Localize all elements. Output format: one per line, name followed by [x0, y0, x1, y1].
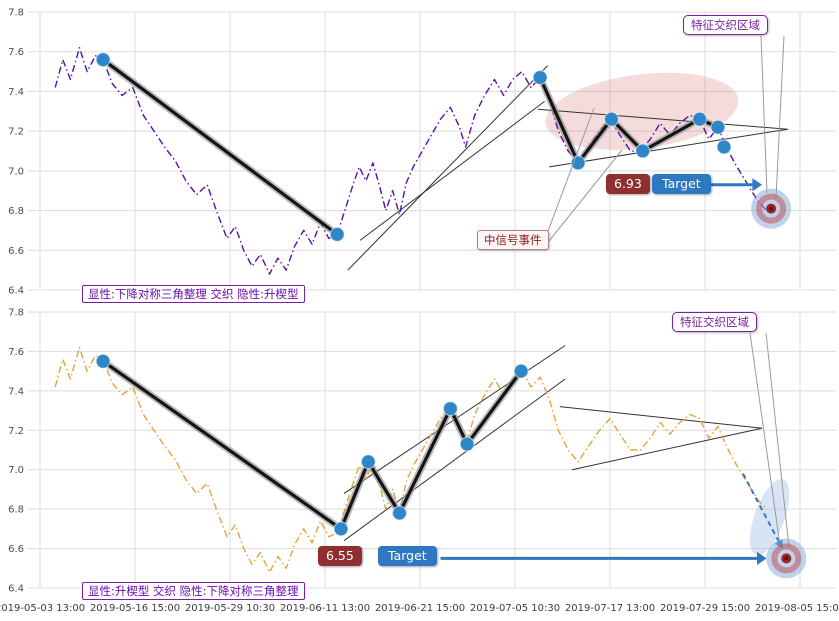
pivot-marker [329, 226, 345, 242]
pivot-marker [635, 143, 651, 159]
y-tick-label: 7.8 [8, 308, 24, 319]
mid-signal-event-label: 中信号事件 [477, 230, 549, 251]
y-tick-label: 7.6 [8, 47, 24, 58]
pivot-marker [391, 505, 408, 521]
pivot-marker [442, 400, 458, 417]
pivot-marker [95, 353, 111, 369]
price-line [54, 346, 768, 573]
pivot-marker [459, 436, 475, 452]
y-tick-label: 7.0 [8, 166, 24, 177]
pivot-marker [95, 52, 111, 68]
target-zone-dot [769, 206, 774, 211]
target-badge-bottom: Target [378, 546, 437, 566]
y-tick-label: 7.8 [8, 8, 24, 19]
x-tick-label: 2019-07-17 13:00 [564, 603, 656, 614]
y-tick-label: 6.6 [8, 544, 24, 555]
price-line [54, 47, 768, 275]
projection-glow-ellipse [749, 479, 790, 555]
target-price-tag-bottom: 6.55 [318, 546, 362, 566]
x-tick-label: 2019-06-21 15:00 [374, 603, 466, 614]
y-tick-label: 6.8 [8, 505, 24, 516]
target-arrow [440, 551, 767, 565]
hidden-wedge-lower-line [347, 65, 549, 271]
signal-pointer-line [548, 149, 623, 242]
trend-line [101, 58, 339, 236]
y-tick-label: 6.4 [8, 584, 24, 595]
x-tick-label: 2019-08-05 15:00 [754, 603, 839, 614]
pivot-marker [360, 454, 376, 470]
y-tick-label: 6.4 [8, 286, 24, 297]
pivot-marker [692, 111, 708, 127]
pattern-caption-top: 显性:下降对称三角整理 交织 隐性:升楔型 [82, 285, 305, 304]
trend-line [101, 359, 343, 531]
pivot-marker [333, 521, 349, 537]
x-tick-label: 2019-07-05 10:30 [469, 603, 561, 614]
hidden-wedge-upper-line [359, 101, 545, 241]
pivot-marker [716, 139, 732, 155]
signal-highlight-ellipse [545, 72, 739, 150]
y-tick-label: 7.0 [8, 465, 24, 476]
y-tick-label: 7.4 [8, 386, 24, 397]
target-zone-ring [771, 543, 802, 574]
wedge-lower-line [343, 378, 566, 542]
hidden-triangle-lower-line [571, 427, 763, 471]
target-price-tag-top: 6.93 [606, 174, 650, 194]
target-zone-ring [756, 193, 787, 224]
pivot-marker [603, 111, 620, 127]
x-tick-label: 2019-06-11 13:00 [279, 603, 371, 614]
triangle-lower-line [549, 128, 788, 168]
bottom-panel-canvas: 7.8 7.6 7.4 7.2 7.0 6.8 6.6 6.4 [8, 308, 836, 595]
y-tick-label: 6.8 [8, 206, 24, 217]
target-zone-dot [784, 556, 789, 561]
y-tick-label: 7.2 [8, 426, 24, 437]
target-badge-top: Target [652, 174, 711, 194]
pivot-marker [532, 69, 548, 86]
x-tick-label: 2019-05-29 10:30 [184, 603, 276, 614]
signal-pointer-line [546, 107, 595, 235]
feature-interweave-zone-label-top: 特征交织区域 [683, 15, 768, 36]
region-pointer-line [765, 332, 790, 548]
region-pointer-line [749, 332, 781, 546]
pattern-caption-bottom: 显性:升楔型 交织 隐性:下降对称三角整理 [82, 582, 305, 601]
triangle-upper-line [537, 108, 788, 130]
region-pointer-line [760, 35, 768, 194]
x-tick-label: 2019-07-29 15:00 [659, 603, 751, 614]
trend-line [339, 369, 523, 531]
y-tick-label: 6.6 [8, 246, 24, 257]
y-tick-label: 7.2 [8, 127, 24, 138]
region-pointer-line [775, 35, 785, 199]
pivot-marker [710, 119, 726, 135]
feature-interweave-zone-label-bottom: 特征交织区域 [672, 312, 757, 333]
x-tick-label: 2019-05-16 15:00 [89, 603, 181, 614]
hidden-triangle-upper-line [559, 406, 763, 429]
y-tick-label: 7.4 [8, 87, 24, 98]
x-tick-label: 2019-05-03 13:00 [0, 603, 86, 614]
top-panel-canvas: 7.8 7.6 7.4 7.2 7.0 6.8 6.6 6.4 [8, 8, 836, 297]
pivot-marker [513, 363, 529, 379]
y-tick-label: 7.6 [8, 347, 24, 358]
